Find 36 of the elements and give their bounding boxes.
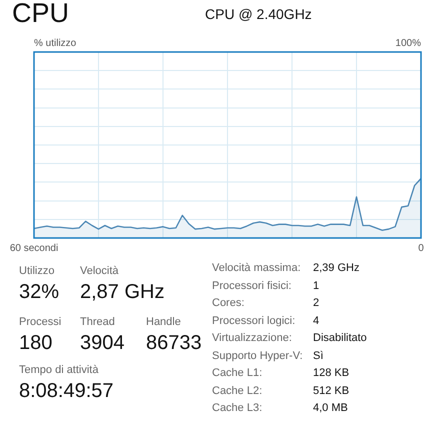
text: Handle [146,316,181,328]
text: Disabilitato [313,332,367,344]
text: Virtualizzazione: [212,332,292,344]
text: 32% [19,281,60,304]
text: 3904 [80,332,124,355]
chart-title: CPU [12,0,70,29]
text: 8:08:49:57 [19,380,114,403]
text: 180 [19,332,52,355]
chart-subtitle: CPU @ 2.40GHz [205,6,312,22]
text: 512 KB [313,384,350,396]
text: Cache L2: [212,384,262,396]
text: 86733 [146,332,202,355]
text: Velocità [80,265,119,277]
text: Velocità massima: [212,262,301,274]
text: 2,87 GHz [80,281,164,304]
text: % utilizzo [34,38,77,49]
text: Processori fisici: [212,280,292,292]
text: 2 [313,297,320,309]
text: Tempo di attività [19,364,98,376]
x-tick-label: 0 [418,242,424,254]
text: Cache L3: [212,402,262,414]
text: Cores: [212,297,244,309]
text: Utilizzo [19,265,54,277]
text: Cache L1: [212,367,262,379]
text: 4,0 MB [313,402,348,414]
x-tick-label: 60 secondi [10,242,58,254]
text: 128 KB [313,367,350,379]
text: 100% [395,38,422,49]
text: 1 [313,280,320,292]
text: 2,39 GHz [313,262,360,274]
text: Processori logici: [212,314,296,326]
text: Sì [313,350,324,362]
text: Thread [80,316,115,328]
text: 4 [313,314,320,326]
text: Processi [19,316,62,328]
text: Supporto Hyper-V: [212,350,303,362]
